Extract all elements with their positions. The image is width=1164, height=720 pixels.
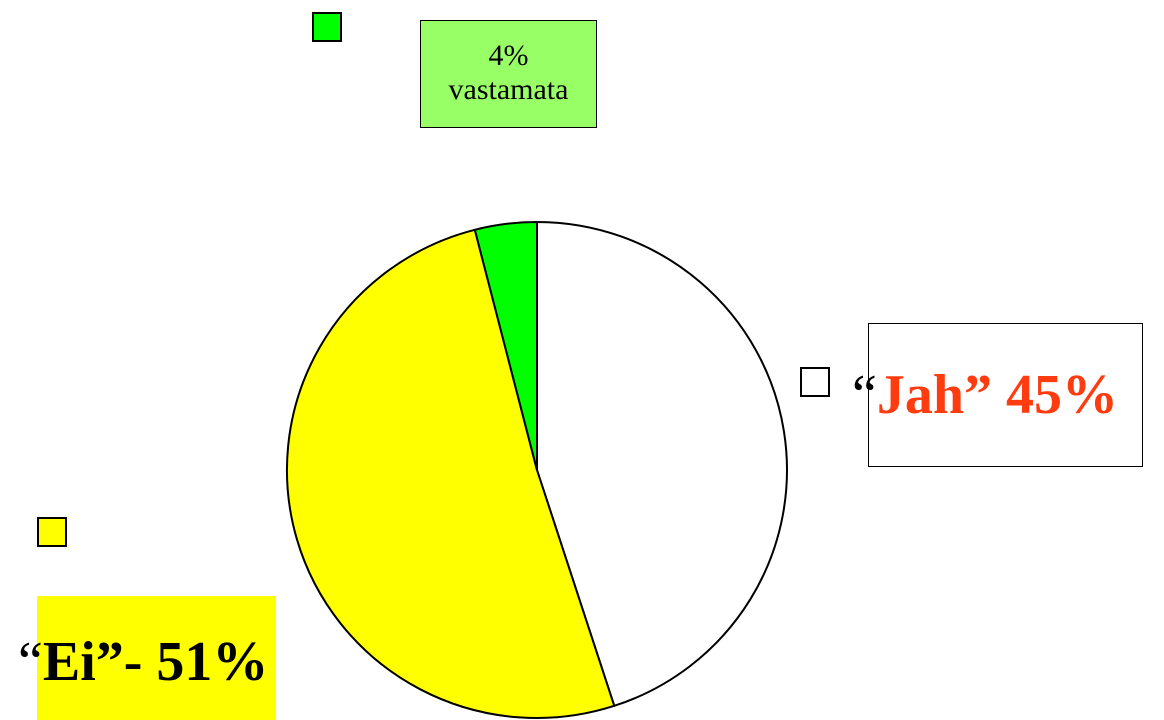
label-jah-box: [868, 323, 1143, 467]
label-ei-open-quote: “: [18, 631, 43, 693]
legend-swatch-vastamata: [312, 12, 342, 42]
label-ei-text: Ei”- 51%: [42, 631, 269, 693]
label-jah: “Jah” 45%: [852, 360, 1118, 430]
legend-swatch-jah: [800, 367, 830, 397]
label-jah-open-quote: “: [852, 364, 877, 426]
label-ei-box: [37, 596, 276, 720]
pie-slice-vastamata: [473, 221, 538, 471]
label-jah-text: Jah” 45%: [876, 364, 1119, 426]
pie-slice-ei: [285, 228, 616, 720]
label-vastamata: 4% vastamata: [420, 20, 597, 128]
label-vastamata-value: 4%: [488, 39, 529, 72]
label-vastamata-name: vastamata: [448, 73, 569, 106]
pie-slice-jah: [536, 221, 788, 707]
legend-swatch-ei: [37, 517, 67, 547]
label-ei: “Ei”- 51%: [18, 627, 268, 697]
